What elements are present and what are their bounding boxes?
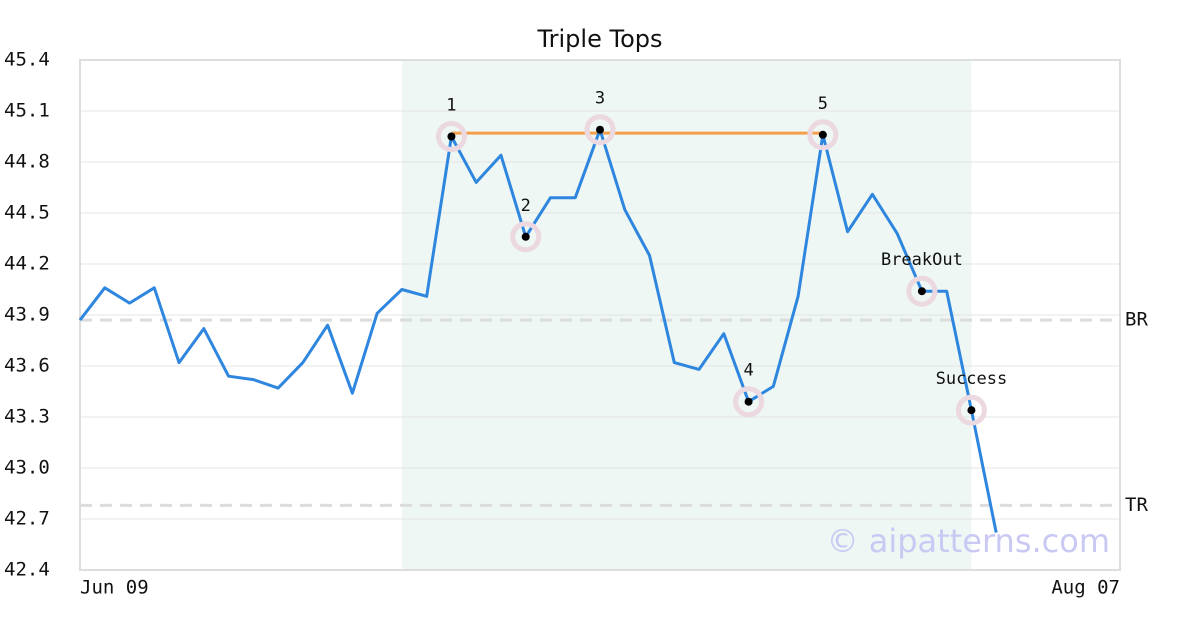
point-marker xyxy=(818,130,827,139)
y-tick-label: 45.4 xyxy=(4,49,50,71)
point-halo xyxy=(955,394,987,426)
point-marker xyxy=(447,132,456,141)
annotation-label: 2 xyxy=(521,196,531,216)
annotation-label: BreakOut xyxy=(881,250,963,270)
y-tick-label: 45.1 xyxy=(4,100,50,122)
annotation-label: 5 xyxy=(818,94,828,114)
point-marker xyxy=(967,406,976,415)
point-marker xyxy=(596,125,604,134)
price-line xyxy=(78,128,998,533)
watermark: © aipatterns.com xyxy=(827,522,1110,560)
point-halo xyxy=(435,121,467,152)
y-tick-label: 43.6 xyxy=(4,355,50,377)
point-halo xyxy=(510,221,542,253)
level-label: BR xyxy=(1125,309,1148,331)
annotation-label: Success xyxy=(936,369,1008,389)
chart-title: Triple Tops xyxy=(537,25,663,53)
point-marker xyxy=(521,232,530,241)
y-tick-label: 43.3 xyxy=(4,406,50,428)
annotation-label: 3 xyxy=(595,89,605,109)
point-marker xyxy=(917,287,926,296)
point-halo xyxy=(807,119,839,151)
y-tick-label: 44.5 xyxy=(4,202,50,224)
level-label: TR xyxy=(1125,494,1148,516)
annotation-label: 4 xyxy=(743,361,753,381)
y-tick-label: 42.4 xyxy=(4,559,50,581)
plot-frame xyxy=(79,59,1121,571)
y-tick-label: 44.2 xyxy=(4,253,50,275)
point-marker xyxy=(744,397,753,406)
annotation-label: 1 xyxy=(446,96,456,116)
y-tick-label: 43.0 xyxy=(4,457,50,479)
y-tick-label: 42.7 xyxy=(4,508,50,530)
x-tick-label: Jun 09 xyxy=(80,577,149,599)
point-halo xyxy=(584,114,616,146)
x-tick-label: Aug 07 xyxy=(1051,577,1120,599)
y-tick-label: 43.9 xyxy=(4,304,50,326)
point-halo xyxy=(733,386,765,418)
point-halo xyxy=(906,275,938,307)
y-tick-label: 44.8 xyxy=(4,151,50,173)
